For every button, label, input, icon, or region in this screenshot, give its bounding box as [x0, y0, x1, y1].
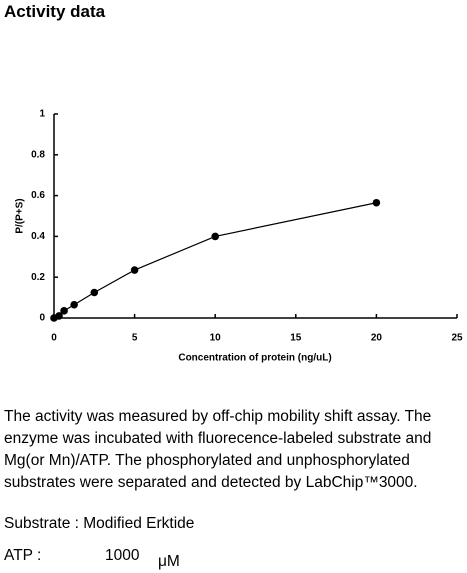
- y-axis-label: P/(P+S): [15, 198, 26, 233]
- description-line: The activity was measured by off-chip mo…: [4, 408, 432, 425]
- data-point: [60, 307, 68, 315]
- description-line: substrates were separated and detected b…: [4, 474, 418, 491]
- y-tick-label: 0: [39, 313, 45, 324]
- data-line: [53, 202, 377, 319]
- x-tick-label: 5: [132, 333, 138, 344]
- y-tick-label: 0.8: [31, 149, 45, 160]
- substrate: Substrate : Modified Erktide: [4, 515, 195, 532]
- data-point: [130, 266, 139, 274]
- description-line: enzyme was incubated with fluorecence-la…: [4, 430, 432, 447]
- y-tick-label: 0.2: [31, 272, 45, 283]
- chart: P/(P+S) Concentration of protein (ng/uL)…: [15, 109, 463, 364]
- heading: Activity data: [4, 2, 106, 21]
- data-point: [372, 198, 381, 207]
- description-line: Mg(or Mn)/ATP. The phosphorylated and un…: [4, 452, 410, 469]
- x-tick-label: 10: [210, 333, 222, 344]
- data-point: [211, 232, 219, 241]
- data-point: [55, 312, 63, 320]
- x-tick-label: 20: [371, 333, 383, 344]
- atp-label: ATP :: [4, 547, 42, 564]
- x-tick-label: 25: [451, 333, 463, 344]
- data-point: [70, 300, 78, 309]
- atp-value: 1000: [105, 547, 140, 564]
- atp-unit: μM: [158, 553, 180, 570]
- x-tick-label: 15: [290, 333, 302, 344]
- data-point: [90, 288, 99, 297]
- y-tick-label: 1: [39, 109, 45, 120]
- y-tick-label: 0.6: [31, 190, 45, 201]
- y-tick-label: 0.4: [31, 231, 45, 242]
- x-tick-label: 0: [51, 333, 57, 344]
- x-axis-label: Concentration of protein (ng/uL): [178, 353, 331, 364]
